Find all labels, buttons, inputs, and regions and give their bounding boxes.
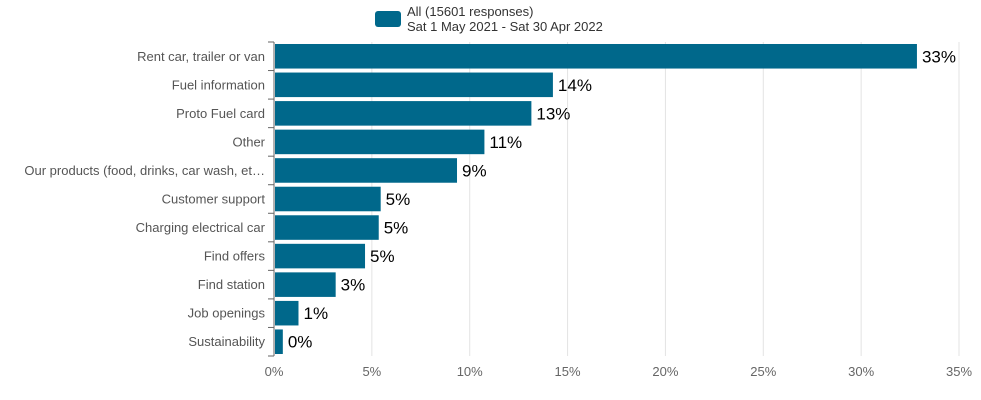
- bar: [275, 215, 379, 240]
- bar-value-label: 1%: [303, 304, 328, 323]
- bar-value-label: 9%: [462, 161, 487, 180]
- bar-value-label: 3%: [341, 276, 366, 295]
- bar-value-label: 5%: [384, 219, 409, 238]
- bar: [275, 158, 458, 183]
- bar-value-label: 33%: [922, 47, 956, 66]
- legend-date-range: Sat 1 May 2021 - Sat 30 Apr 2022: [407, 19, 603, 34]
- y-category-label: Rent car, trailer or van: [137, 49, 265, 64]
- y-category-label: Find station: [198, 277, 265, 292]
- y-category-label: Find offers: [204, 249, 266, 264]
- y-category-label: Job openings: [188, 306, 266, 321]
- x-tick-label: 30%: [848, 364, 874, 379]
- y-category-label: Charging electrical car: [136, 220, 266, 235]
- y-category-label: Customer support: [162, 192, 266, 207]
- bar: [275, 272, 336, 297]
- y-category-label: Fuel information: [172, 77, 265, 92]
- legend-series-label: All (15601 responses): [407, 4, 534, 19]
- x-tick-label: 5%: [362, 364, 381, 379]
- bar-value-label: 0%: [288, 333, 313, 352]
- x-tick-label: 0%: [265, 364, 284, 379]
- bar-value-label: 11%: [489, 133, 522, 152]
- legend: All (15601 responses) Sat 1 May 2021 - S…: [375, 4, 603, 34]
- bar: [275, 243, 366, 269]
- bar-value-label: 14%: [558, 76, 592, 95]
- x-tick-label: 25%: [750, 364, 776, 379]
- bar: [275, 329, 283, 355]
- legend-text: All (15601 responses) Sat 1 May 2021 - S…: [407, 4, 603, 34]
- x-tick-label: 15%: [555, 364, 581, 379]
- bar: [275, 186, 381, 212]
- y-category-label: Our products (food, drinks, car wash, et…: [24, 163, 265, 178]
- bar: [275, 72, 553, 98]
- y-category-label: Other: [232, 134, 265, 149]
- legend-swatch: [375, 11, 401, 27]
- x-tick-label: 10%: [457, 364, 483, 379]
- bar: [275, 129, 485, 155]
- x-tick-label: 20%: [652, 364, 678, 379]
- bar: [275, 300, 299, 326]
- bar-value-label: 5%: [370, 247, 395, 266]
- bar: [275, 101, 532, 126]
- y-category-label: Sustainability: [188, 334, 265, 349]
- y-category-label: Proto Fuel card: [176, 106, 265, 121]
- x-tick-label: 35%: [946, 364, 972, 379]
- bar: [275, 43, 917, 69]
- bar-value-label: 5%: [386, 190, 411, 209]
- bar-value-label: 13%: [536, 104, 570, 123]
